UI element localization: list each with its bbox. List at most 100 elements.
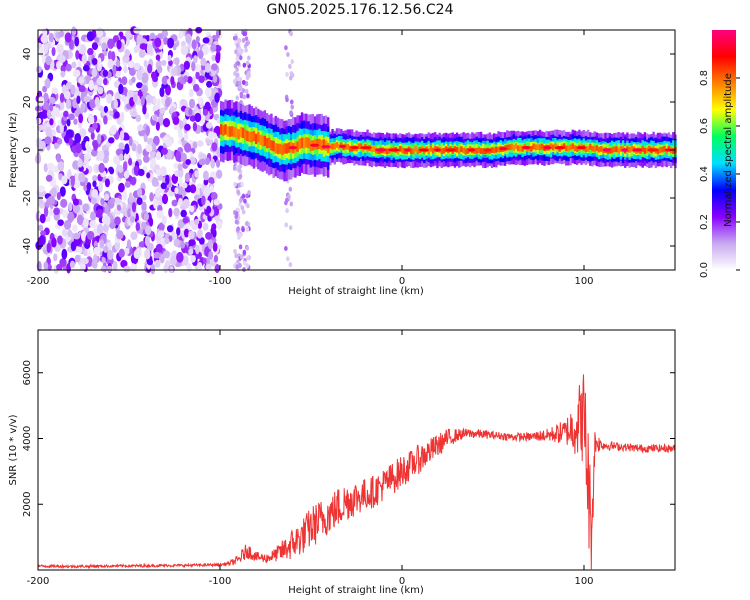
heatmap-cell [92, 122, 98, 130]
heatmap-cell [106, 265, 113, 273]
heatmap-ridge-cell [322, 139, 326, 150]
heatmap-cell [114, 216, 121, 226]
heatmap-cell [123, 134, 130, 141]
heatmap-cell [98, 181, 104, 193]
heatmap-cell [94, 36, 100, 43]
heatmap-cell [103, 115, 108, 125]
heatmap-cell [162, 117, 171, 128]
heatmap-cell [130, 176, 137, 186]
heatmap-cell [193, 194, 200, 201]
heatmap-ridge-cell [521, 145, 524, 152]
heatmap-ridge-cell [641, 146, 644, 152]
heatmap-ridge-cell [567, 145, 570, 152]
heatmap-peak [387, 148, 400, 152]
heatmap-cell [154, 259, 161, 268]
heatmap-cell [124, 49, 131, 58]
heatmap-cell [131, 76, 136, 83]
heatmap-y-ticks: -40 -20 0 20 40 [22, 48, 675, 254]
heatmap-cell [145, 125, 151, 136]
heatmap-cell [159, 166, 167, 177]
heatmap-cell [197, 261, 203, 271]
heatmap-cell [72, 198, 80, 206]
heatmap-cell [36, 65, 42, 74]
heatmap-cell [198, 75, 205, 84]
heatmap-cell [74, 254, 81, 263]
heatmap-cell [192, 121, 198, 132]
heatmap-cell [39, 213, 46, 224]
heatmap-cell [146, 258, 154, 266]
heatmap-cell [54, 107, 61, 118]
heatmap-ridge-cell [320, 140, 323, 151]
heatmap-cell [236, 189, 241, 195]
heatmap-cell [237, 167, 242, 173]
heatmap-ridge-cell [283, 143, 286, 154]
y-tick-label: 6000 [22, 360, 33, 385]
heatmap-cell [121, 94, 126, 102]
heatmap-ridge-cell [600, 146, 603, 152]
heatmap-ridge-cell [401, 147, 404, 154]
heatmap-cell [235, 95, 240, 101]
heatmap-cell [189, 254, 196, 263]
heatmap-ridge-cell [565, 145, 568, 152]
heatmap-ridge-cell [429, 145, 433, 152]
heatmap-cell [196, 140, 204, 147]
heatmap-ridge-cell [305, 137, 308, 148]
heatmap-cell [142, 104, 147, 115]
heatmap-cell [189, 98, 195, 109]
heatmap-cell [188, 239, 196, 246]
heatmap-cell [36, 152, 41, 164]
heatmap-cell [146, 43, 153, 55]
heatmap-cell [139, 43, 148, 50]
heatmap-cell [66, 262, 71, 274]
heatmap-cell [198, 159, 207, 166]
heatmap-cell [96, 223, 104, 235]
heatmap-cell [100, 265, 107, 272]
heatmap-cell [88, 79, 95, 91]
heatmap-cell [47, 263, 52, 271]
heatmap-cell [135, 222, 140, 232]
heatmap-peak [632, 148, 643, 152]
heatmap-ridge-cell [257, 132, 260, 143]
heatmap-cell [71, 26, 77, 36]
heatmap-cell [284, 45, 288, 51]
heatmap-cell [161, 215, 167, 225]
heatmap-ridge-cell [235, 127, 238, 138]
heatmap-cell [107, 137, 115, 144]
heatmap-ridge-cell [372, 146, 376, 153]
heatmap-cell [42, 85, 48, 93]
heatmap-cell [211, 132, 217, 139]
heatmap-cell [56, 60, 61, 70]
x-tick-label: -200 [27, 576, 50, 587]
heatmap-cell [82, 217, 89, 228]
heatmap-cell [233, 63, 238, 69]
heatmap-peak [321, 145, 331, 149]
heatmap-cell [155, 151, 162, 161]
heatmap-ridge-cell [508, 144, 511, 151]
heatmap-ridge-cell [285, 143, 288, 154]
heatmap-cell [210, 158, 216, 169]
heatmap-cell [147, 63, 153, 74]
heatmap-cell [202, 170, 209, 181]
heatmap-ridge-cell [530, 145, 533, 152]
heatmap-cell [128, 90, 135, 98]
heatmap-cell [155, 243, 163, 253]
snr-y-ticks: 2000 4000 6000 [22, 360, 675, 517]
heatmap-cell [120, 259, 128, 268]
heatmap-cell [66, 118, 71, 127]
heatmap-cell [239, 254, 244, 260]
heatmap-cell [204, 62, 211, 73]
heatmap-cell [285, 97, 289, 103]
heatmap-cell [244, 47, 248, 53]
colorbar-tick-label: 0.6 [699, 118, 710, 134]
heatmap-peak [602, 148, 611, 152]
heatmap-cell [288, 225, 293, 231]
heatmap-cell [202, 108, 209, 116]
heatmap-cell [60, 198, 68, 208]
heatmap-cell [207, 239, 213, 250]
heatmap-cell [64, 32, 72, 43]
heatmap-cell [180, 209, 187, 218]
heatmap-ridge-cell [541, 143, 544, 150]
heatmap-cell [245, 41, 249, 47]
heatmap-cell [90, 148, 98, 157]
